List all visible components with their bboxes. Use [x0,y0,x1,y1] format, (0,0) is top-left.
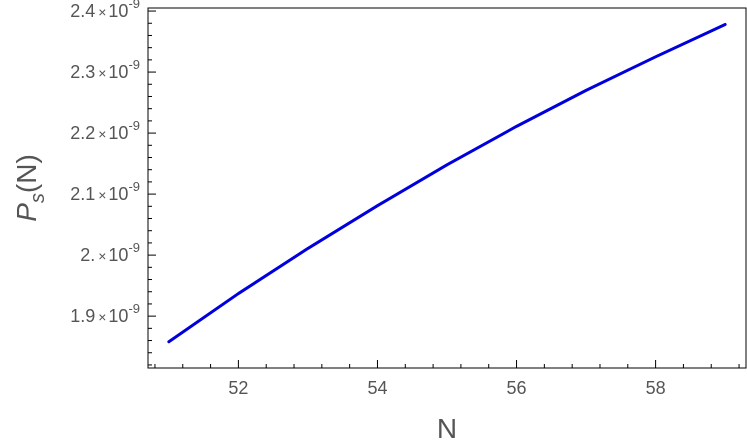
y-tick-label: 2.1 × 10-9 [70,179,140,204]
x-tick-label: 52 [228,378,248,398]
x-tick-label: 58 [646,378,666,398]
series-line [167,22,727,344]
x-axis-label: N [437,413,457,444]
y-axis-label-suffix: (N) [11,154,42,193]
series-layer [167,22,727,344]
x-tick-label: 54 [367,378,387,398]
x-tick-label: 56 [507,378,527,398]
y-tick-label: 2.4 × 10-9 [70,0,140,21]
y-axis-ticks: 1.9 × 10-9 2. × 10-9 2.1 × 10-9 2.2 × 10-9 2.3 × 10-9 2… [70,0,156,366]
y-tick-label: 2.3 × 10-9 [70,57,140,82]
y-axis-label: Ps(N) [11,154,49,222]
y-axis-label-sub: s [27,193,49,203]
y-tick-label: 1.9 × 10-9 [70,301,140,326]
y-tick-label: 2. × 10-9 [80,240,140,265]
plot-frame [147,7,747,369]
y-tick-label: 2.2 × 10-9 [70,118,140,143]
x-axis-ticks: 52 54 56 58 [154,360,740,398]
y-axis-label-main: P [11,203,42,222]
